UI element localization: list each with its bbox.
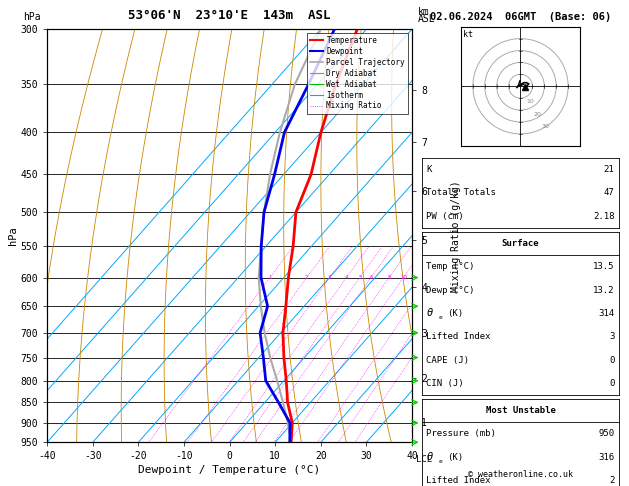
Text: 8: 8 [387, 275, 391, 280]
Text: Lifted Index: Lifted Index [426, 332, 491, 341]
Text: 4: 4 [345, 275, 348, 280]
Text: e: e [439, 459, 442, 464]
Text: Totals Totals: Totals Totals [426, 189, 496, 197]
Text: kt: kt [464, 30, 474, 39]
Text: CAPE (J): CAPE (J) [426, 356, 469, 364]
Text: CIN (J): CIN (J) [426, 379, 464, 388]
Text: 314: 314 [598, 309, 615, 318]
Text: 13.5: 13.5 [593, 262, 615, 271]
Text: PW (cm): PW (cm) [426, 212, 464, 221]
Text: km: km [418, 7, 430, 17]
Text: θ: θ [426, 452, 433, 462]
X-axis label: Dewpoint / Temperature (°C): Dewpoint / Temperature (°C) [138, 466, 321, 475]
Text: Dewp (°C): Dewp (°C) [426, 286, 475, 295]
Text: 3: 3 [609, 332, 615, 341]
Text: 0: 0 [609, 379, 615, 388]
Text: Pressure (mb): Pressure (mb) [426, 430, 496, 438]
Text: Surface: Surface [502, 239, 539, 248]
Text: hPa: hPa [23, 12, 41, 22]
Text: 2.18: 2.18 [593, 212, 615, 221]
Text: 21: 21 [604, 165, 615, 174]
Text: (K): (K) [447, 453, 463, 462]
Text: 1: 1 [268, 275, 272, 280]
Text: 2: 2 [305, 275, 309, 280]
Text: 0: 0 [609, 356, 615, 364]
Text: 6: 6 [369, 275, 373, 280]
Text: 30: 30 [542, 124, 550, 129]
Text: LCL: LCL [416, 455, 431, 464]
Text: e: e [439, 315, 442, 320]
Text: 13.2: 13.2 [593, 286, 615, 295]
Text: Lifted Index: Lifted Index [426, 476, 491, 485]
Text: 10: 10 [526, 99, 534, 104]
Text: 20: 20 [533, 112, 541, 117]
Text: 02.06.2024  06GMT  (Base: 06): 02.06.2024 06GMT (Base: 06) [430, 12, 611, 22]
Text: (K): (K) [447, 309, 463, 318]
Text: 47: 47 [604, 189, 615, 197]
Text: 3: 3 [328, 275, 331, 280]
Text: Mixing Ratio (g/kg): Mixing Ratio (g/kg) [451, 180, 461, 292]
Text: 53°06'N  23°10'E  143m  ASL: 53°06'N 23°10'E 143m ASL [128, 9, 331, 22]
Text: 950: 950 [598, 430, 615, 438]
Y-axis label: hPa: hPa [8, 226, 18, 245]
Text: θ: θ [426, 309, 433, 318]
Text: ASL: ASL [418, 14, 436, 24]
Text: 5: 5 [358, 275, 362, 280]
Text: Temp (°C): Temp (°C) [426, 262, 475, 271]
Text: Most Unstable: Most Unstable [486, 406, 555, 415]
Text: © weatheronline.co.uk: © weatheronline.co.uk [468, 469, 573, 479]
Legend: Temperature, Dewpoint, Parcel Trajectory, Dry Adiabat, Wet Adiabat, Isotherm, Mi: Temperature, Dewpoint, Parcel Trajectory… [306, 33, 408, 114]
Text: 2: 2 [609, 476, 615, 485]
Text: 316: 316 [598, 453, 615, 462]
Text: K: K [426, 165, 432, 174]
Text: 10: 10 [400, 275, 407, 280]
